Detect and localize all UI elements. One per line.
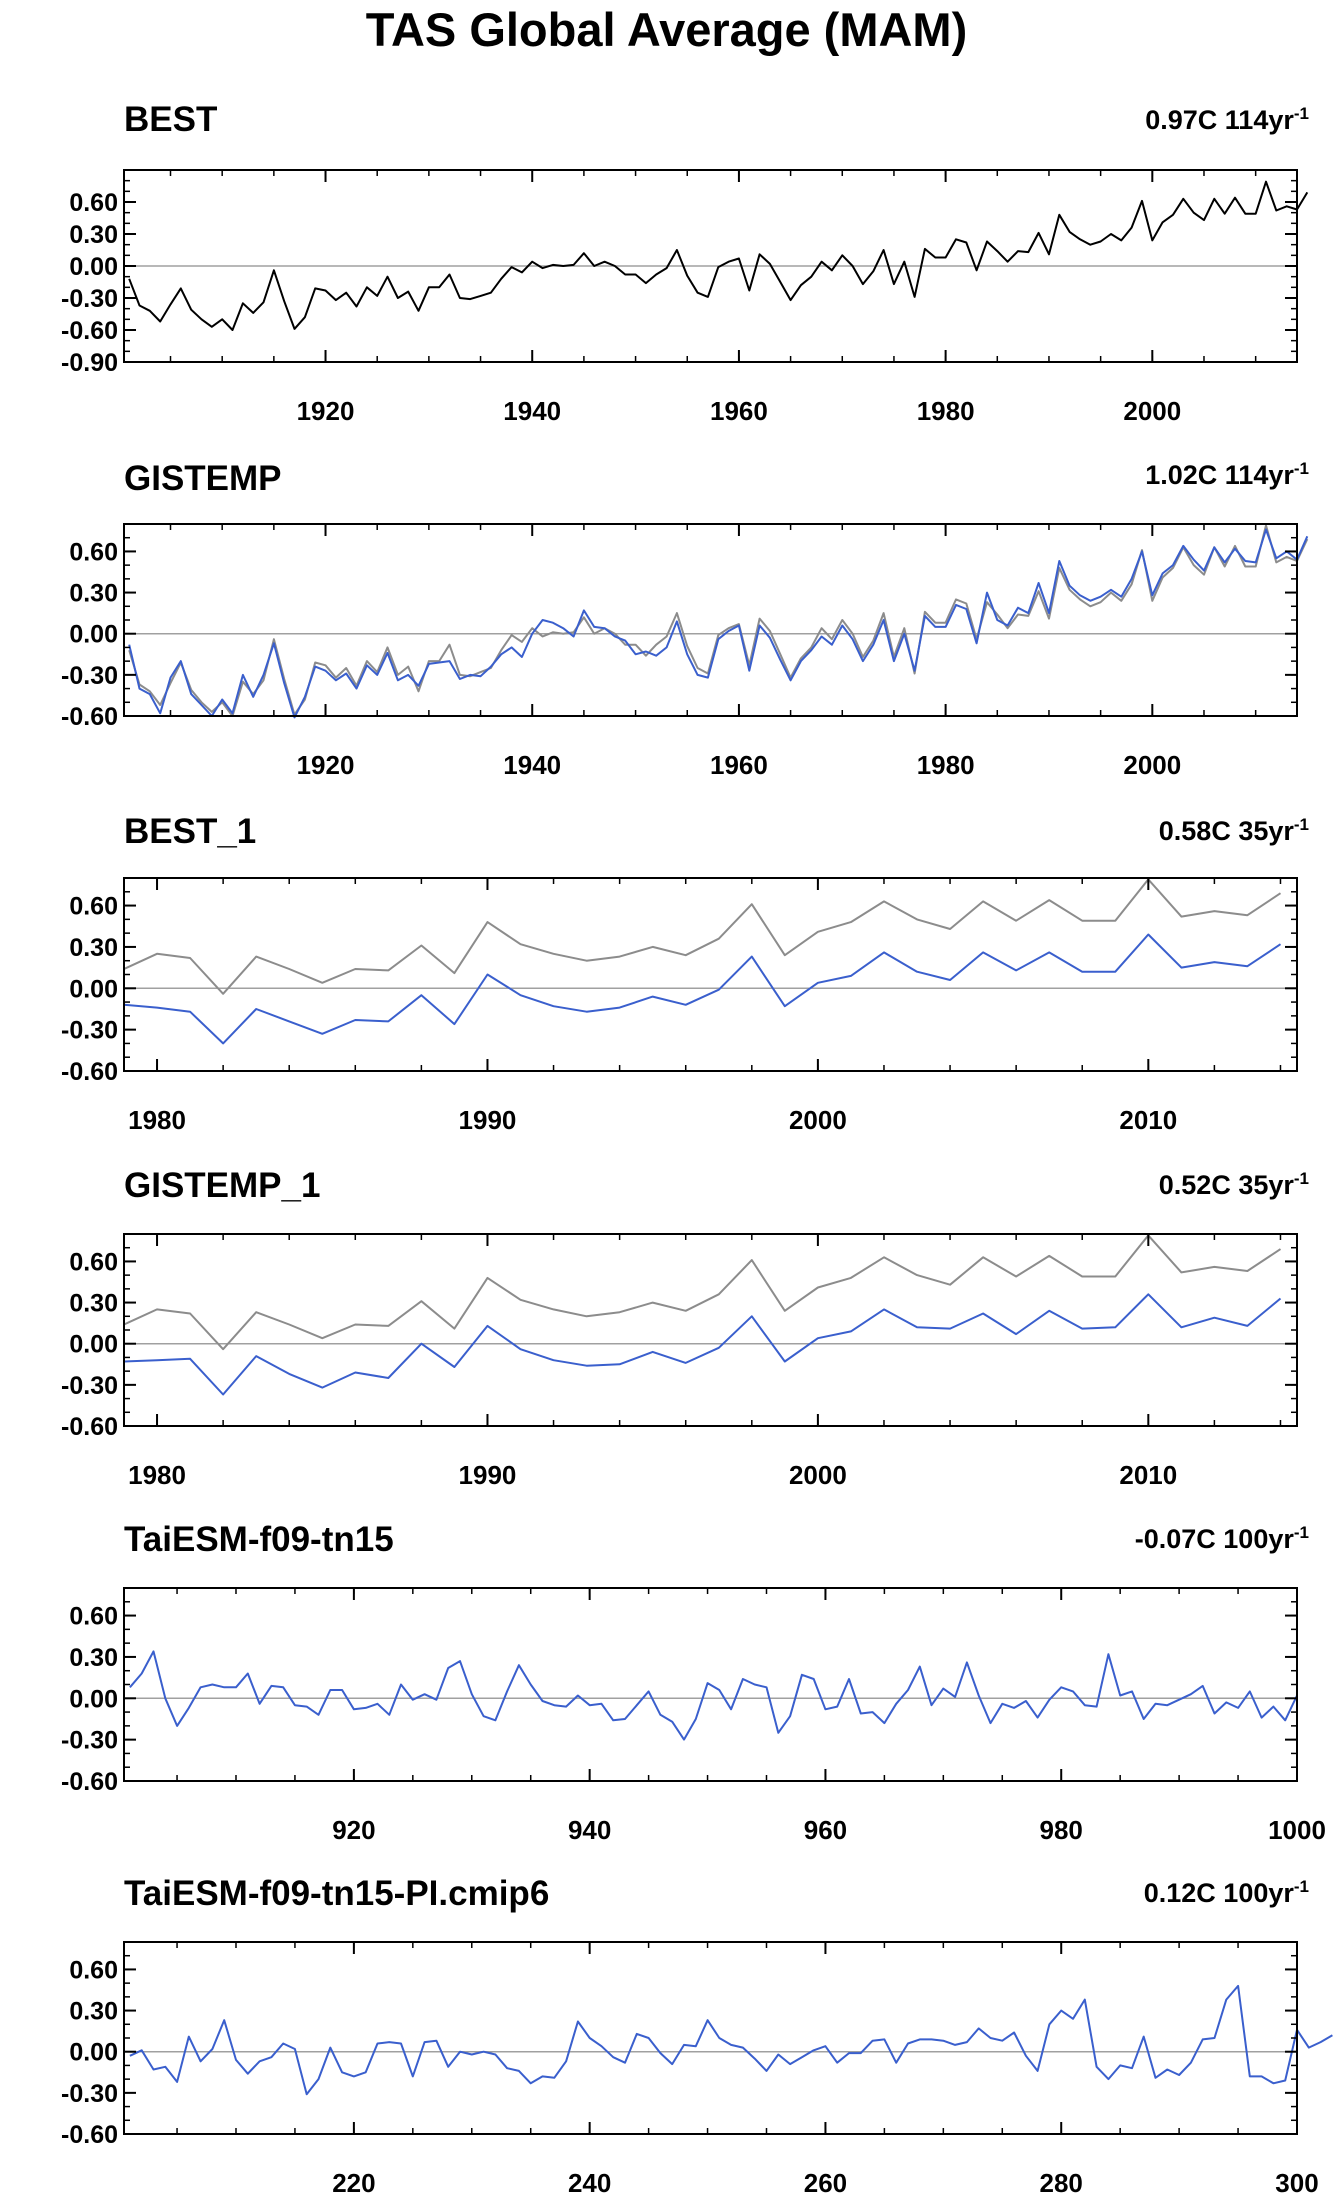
panel-3-xtick-label: 2000 [789,1105,847,1135]
panel-2-ytick-label: 0.30 [69,580,118,608]
panel-2-ytick-label: -0.30 [61,662,118,690]
panel-1-ytick-label: -0.30 [61,285,118,313]
panel-3-xtick-label: 2010 [1119,1105,1177,1135]
panel-5-ytick-label: 0.00 [69,1685,118,1713]
panel-2-ytick-label: 0.00 [69,621,118,649]
panel-5-ytick-label: -0.60 [61,1768,118,1796]
panel-6-xtick-label: 300 [1275,2168,1318,2198]
panel-2-xtick-label: 1940 [503,750,561,780]
panel-4-series-1-line [123,1234,1282,1351]
panel-6-ytick-label: -0.30 [61,2080,118,2108]
panel-3-trend: 0.58C 35yr-1 [1158,815,1309,846]
panel-3-xtick-label: 1990 [459,1105,517,1135]
panel-2-xtick-label: 2000 [1123,750,1181,780]
panel-1-xtick-label: 1940 [503,396,561,426]
panel-1-xtick-label: 1920 [297,396,355,426]
panel-4-series-2-line [123,1293,1282,1396]
panel-2-xtick-label: 1980 [917,750,975,780]
panel-1-ytick-label: -0.60 [61,317,118,345]
panel-4-ytick-label: 0.00 [69,1331,118,1359]
panel-4-trend: 0.52C 35yr-1 [1158,1169,1309,1200]
panel-3-ytick-label: -0.60 [61,1058,118,1086]
panel-3-xtick-label: 1980 [128,1105,186,1135]
panel-1-ytick-label: 0.60 [69,189,118,217]
panel-3-series-1-line [123,878,1282,995]
panel-2-series-2-line [128,528,1309,719]
panel-5-xtick-label: 920 [332,1815,375,1845]
panel-4-xtick-label: 1980 [128,1460,186,1490]
panel-6-xtick-label: 240 [568,2168,611,2198]
panel-2-xtick-label: 1960 [710,750,768,780]
panel-2-title: GISTEMP [124,459,282,498]
panel-5-ytick-label: 0.30 [69,1644,118,1672]
panel-5-trend: -0.07C 100yr-1 [1134,1523,1309,1554]
panel-5-series-1-line [129,1650,1298,1741]
panel-6-ytick-label: 0.30 [69,1998,118,2026]
panel-3-ytick-label: -0.30 [61,1017,118,1045]
panel-3-ytick-label: 0.60 [69,893,118,921]
panel-4-title: GISTEMP_1 [124,1166,321,1205]
panel-1-ytick-label: 0.00 [69,253,118,281]
panel-3-ytick-label: 0.30 [69,934,118,962]
panel-4-xtick-label: 1990 [459,1460,517,1490]
panel-1-series-1-line [128,180,1309,331]
panel-4-ytick-label: 0.30 [69,1290,118,1318]
panel-6-xtick-label: 220 [332,2168,375,2198]
panel-1-trend: 0.97C 114yr-1 [1145,104,1309,135]
panel-1-ytick-label: 0.30 [69,221,118,249]
panel-1-ytick-label: -0.90 [61,349,118,377]
panel-6-series-1-line [129,1984,1333,2096]
panel-6-ytick-label: -0.60 [61,2121,118,2149]
panel-5-xtick-label: 960 [804,1815,847,1845]
panel-5-title: TaiESM-f09-tn15 [124,1520,394,1559]
panel-6-xtick-label: 280 [1040,2168,1083,2198]
panel-3-ytick-label: 0.00 [69,975,118,1003]
panel-6-title: TaiESM-f09-tn15-PI.cmip6 [124,1874,550,1913]
panel-2-frame [123,523,1298,717]
panel-4-ytick-label: -0.30 [61,1372,118,1400]
panel-5-xtick-label: 940 [568,1815,611,1845]
panel-1-title: BEST [124,100,218,139]
panel-6-ytick-label: 0.00 [69,2039,118,2067]
panel-5-ytick-label: 0.60 [69,1603,118,1631]
panel-2-series-1-line [128,524,1309,717]
panel-2-xtick-label: 1920 [297,750,355,780]
panel-4-xtick-label: 2000 [789,1460,847,1490]
panel-6-frame [123,1941,1298,2135]
main-title: TAS Global Average (MAM) [365,3,968,56]
panel-2-ytick-label: 0.60 [69,538,118,566]
panel-1-xtick-label: 2000 [1123,396,1181,426]
panel-2-ytick-label: -0.60 [61,703,118,731]
panel-4-xtick-label: 2010 [1119,1460,1177,1490]
panel-1-xtick-label: 1960 [710,396,768,426]
panel-4-ytick-label: -0.60 [61,1413,118,1441]
panel-3-title: BEST_1 [124,812,257,851]
panel-4-ytick-label: 0.60 [69,1248,118,1276]
panel-6-xtick-label: 260 [804,2168,847,2198]
panel-6-trend: 0.12C 100yr-1 [1143,1877,1309,1908]
panel-1-xtick-label: 1980 [917,396,975,426]
panel-5-xtick-label: 980 [1040,1815,1083,1845]
panel-5-xtick-label: 1000 [1268,1815,1326,1845]
panel-6-ytick-label: 0.60 [69,1956,118,1984]
panel-5-ytick-label: -0.30 [61,1727,118,1755]
panel-2-trend: 1.02C 114yr-1 [1145,459,1309,490]
panel-3-series-2-line [123,933,1282,1045]
